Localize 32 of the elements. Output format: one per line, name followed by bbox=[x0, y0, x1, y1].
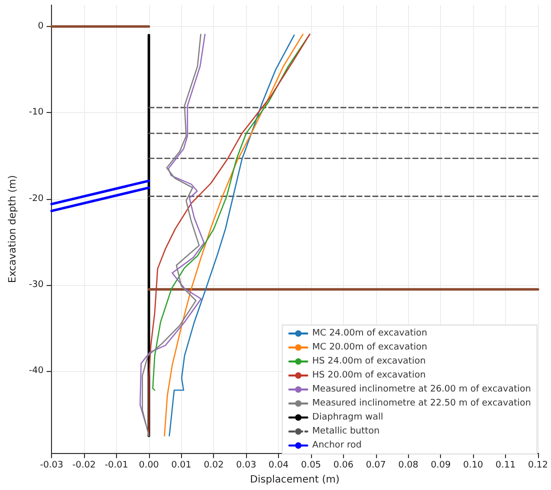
x-tick-label: 0.00 bbox=[138, 460, 160, 471]
legend-label: Measured inclinometre at 26.00 m of excavation bbox=[312, 384, 532, 394]
x-tick-label: -0.02 bbox=[72, 460, 96, 471]
y-tick-label: -10 bbox=[28, 108, 44, 118]
x-tick-label: 0.07 bbox=[366, 460, 386, 471]
y-tick-label: 0 bbox=[38, 22, 44, 32]
x-tick-label: 0.04 bbox=[268, 460, 289, 471]
x-tick-label: -0.01 bbox=[104, 460, 128, 471]
x-tick-label: 0.06 bbox=[333, 460, 354, 471]
x-tick-label: 0.08 bbox=[398, 460, 419, 471]
x-tick-label: 0.12 bbox=[528, 460, 548, 471]
y-tick-label: -30 bbox=[28, 280, 44, 290]
x-tick-label: 0.05 bbox=[300, 460, 322, 471]
x-tick-label: 0.02 bbox=[204, 460, 224, 471]
x-tick-label: 0.01 bbox=[171, 460, 192, 471]
x-tick-label: 0.03 bbox=[236, 460, 256, 471]
legend-label: Diaphragm wall bbox=[312, 412, 384, 422]
legend-label: HS 20.00m of excavation bbox=[312, 370, 426, 380]
y-tick-label: -40 bbox=[28, 366, 44, 376]
x-tick-label: -0.03 bbox=[40, 460, 64, 471]
x-axis-title: Displacement (m) bbox=[250, 474, 340, 486]
legend-label: HS 24.00m of excavation bbox=[312, 356, 426, 366]
legend-label: Metallic button bbox=[312, 426, 380, 436]
x-tick-label: 0.10 bbox=[463, 460, 484, 471]
x-tick-label: 0.09 bbox=[430, 460, 451, 471]
legend-label: MC 24.00m of excavation bbox=[312, 328, 428, 338]
x-tick-label: 0.11 bbox=[496, 460, 516, 471]
y-tick-label: -20 bbox=[28, 194, 44, 204]
legend-label: MC 20.00m of excavation bbox=[312, 342, 428, 352]
legend-label: Measured inclinometre at 22.50 m of excavation bbox=[312, 398, 532, 408]
legend-label: Anchor rod bbox=[312, 440, 362, 450]
y-axis-title: Excavation depth (m) bbox=[8, 175, 18, 284]
